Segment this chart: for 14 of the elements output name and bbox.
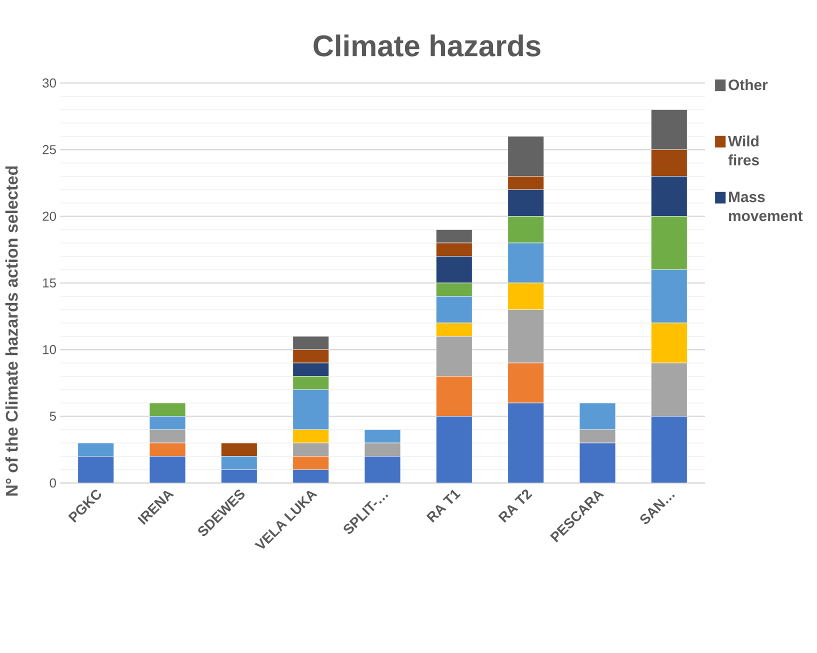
x-tick-label: RA T2: [498, 490, 532, 523]
y-tick-label: 10: [43, 345, 56, 354]
y-tick-label: 5: [50, 412, 56, 421]
y-tick-label: 30: [42, 78, 56, 88]
y-tick-label: 0: [50, 478, 56, 488]
y-tick-label: 20: [42, 212, 56, 221]
legend-label: Mass movement: [729, 192, 803, 222]
x-tick-label: RA T1: [426, 490, 461, 523]
y-tick-label: 15: [43, 278, 56, 288]
legend-label: Other: [728, 79, 768, 90]
legend-label: Wild fires: [728, 135, 759, 166]
chart-title: Climate hazards: [314, 34, 540, 56]
y-axis-title: N° of the Climate hazards action selected: [5, 166, 18, 496]
y-tick-label: 25: [42, 145, 56, 154]
